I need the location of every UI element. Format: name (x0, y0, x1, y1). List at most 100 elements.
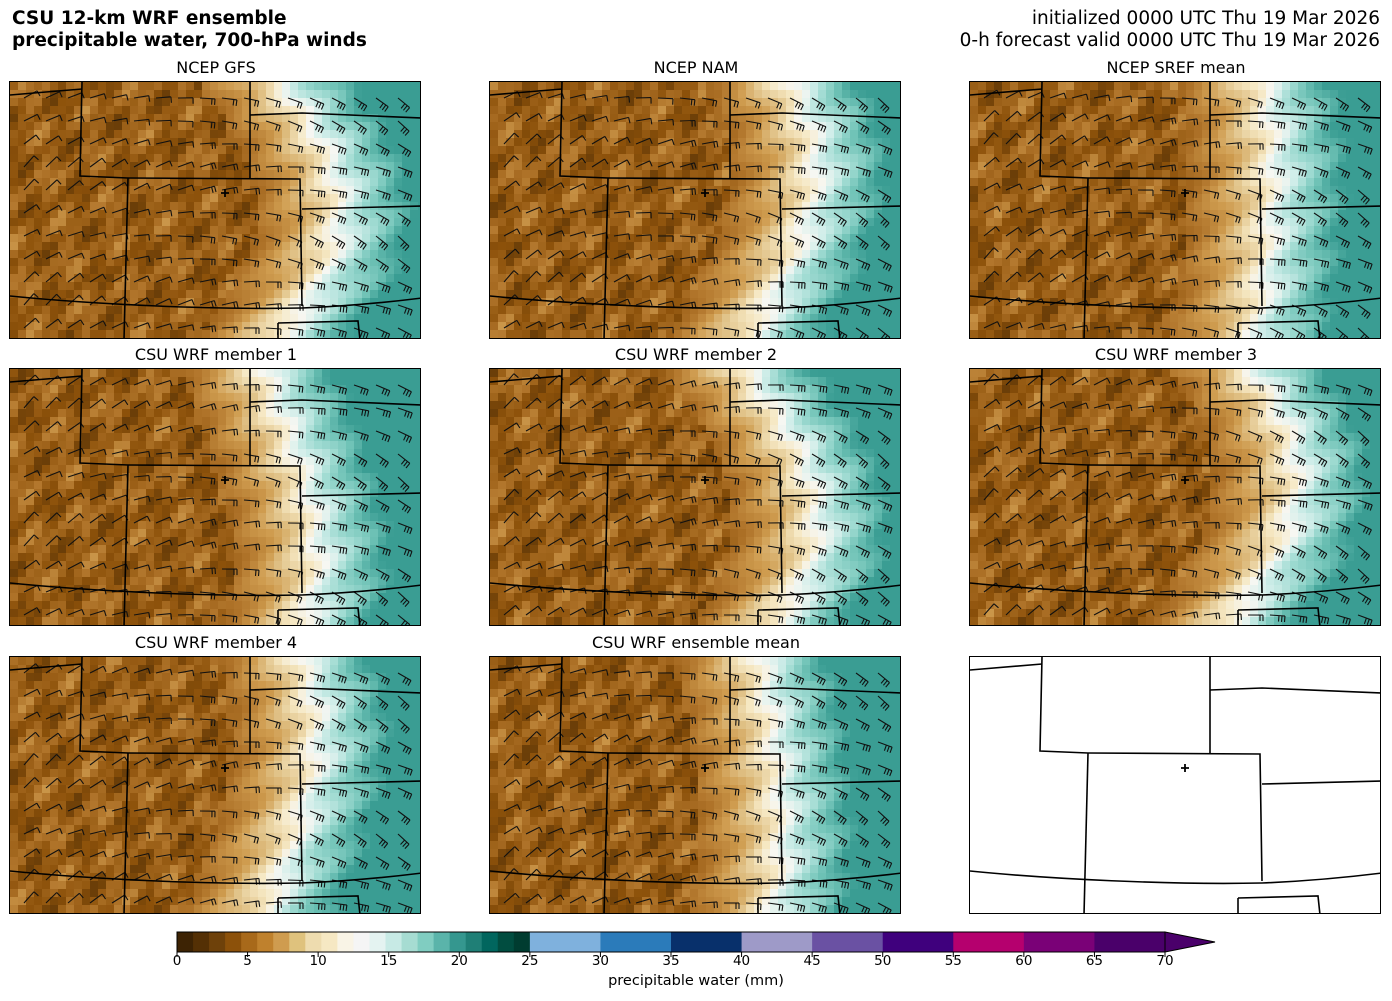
colorbar-graphic (176, 931, 1216, 957)
map-panel-ncep-sref-mean (969, 81, 1381, 339)
colorbar-tick-label: 10 (309, 953, 327, 969)
colorbar-swatch (1094, 932, 1166, 952)
city-marker-icon (701, 189, 709, 197)
colorbar-swatch (321, 932, 338, 952)
map-panel-ncep-gfs (9, 81, 421, 339)
colorbar-tick-label: 25 (521, 953, 539, 969)
wind-barbs (23, 663, 413, 913)
wind-barbs (23, 90, 413, 338)
panel-title-ncep-gfs: NCEP GFS (176, 58, 256, 77)
colorbar-tick-label: 15 (380, 953, 398, 969)
colorbar-swatch (481, 932, 499, 952)
map-basemap (970, 657, 1380, 913)
colorbar-swatch (209, 932, 226, 952)
colorbar-swatch (225, 932, 242, 952)
colorbar-extend-arrow (1164, 931, 1216, 953)
colorbar-swatch (177, 932, 194, 952)
colorbar-tick-label: 45 (803, 953, 821, 969)
colorbar-tick-label: 20 (450, 953, 468, 969)
city-marker-icon (221, 189, 229, 197)
map-panel-csu-wrf-member-1 (9, 368, 421, 626)
map-csu-wrf-member-2 (490, 369, 900, 625)
city-marker-icon (221, 476, 229, 484)
city-marker-icon (701, 764, 709, 772)
city-marker-icon (1181, 764, 1189, 772)
colorbar-tick-label: 0 (172, 953, 182, 969)
map-panel-csu-wrf-member-2 (489, 368, 901, 626)
colorbar-tick-label: 5 (243, 953, 252, 969)
state-borders (10, 657, 420, 913)
city-marker-icon (221, 764, 229, 772)
map-csu-wrf-ensemble-mean (490, 657, 900, 913)
state-borders (10, 369, 420, 625)
map-panel-csu-wrf-member-3 (969, 368, 1381, 626)
colorbar-tick-label: 60 (1015, 953, 1033, 969)
panel-title-csu-wrf-member-1: CSU WRF member 1 (134, 345, 298, 364)
forecast-time-info: initialized 0000 UTC Thu 19 Mar 2026 0-h… (960, 8, 1380, 52)
valid-time-text: 0-h forecast valid 0000 UTC Thu 19 Mar 2… (959, 30, 1380, 51)
map-csu-wrf-member-3 (970, 369, 1380, 625)
colorbar-swatch (529, 932, 601, 952)
init-time-text: initialized 0000 UTC Thu 19 Mar 2026 (1031, 8, 1380, 29)
colorbar-tick-label: 30 (591, 953, 610, 969)
colorbar-swatch (305, 932, 322, 952)
colorbar-tick-label: 50 (874, 953, 892, 969)
colorbar-tick-label: 55 (944, 953, 962, 969)
colorbar-tick-label: 70 (1156, 953, 1174, 969)
panel-title-csu-wrf-member-2: CSU WRF member 2 (614, 345, 778, 364)
colorbar-swatch (812, 932, 884, 952)
panel-title-csu-wrf-member-4: CSU WRF member 4 (134, 633, 298, 652)
colorbar-swatch (513, 932, 531, 952)
map-panel-csu-wrf-member-4 (9, 656, 421, 914)
state-borders (490, 369, 900, 625)
city-marker-icon (1181, 476, 1189, 484)
map-ncep-nam (490, 82, 900, 338)
colorbar-swatch (1023, 932, 1095, 952)
colorbar-swatch (600, 932, 672, 952)
panel-title-ncep-nam: NCEP NAM (653, 58, 739, 77)
colorbar-swatch (433, 932, 451, 952)
city-marker-icon (1181, 189, 1189, 197)
colorbar-swatch (671, 932, 743, 952)
state-borders (490, 657, 900, 913)
map-csu-wrf-member-4 (10, 657, 420, 913)
wind-barbs (503, 373, 893, 625)
colorbar-tick-label: 40 (732, 953, 751, 969)
colorbar-swatch (465, 932, 483, 952)
state-borders (970, 82, 1380, 338)
map-panel-csu-wrf-ensemble-mean (489, 656, 901, 914)
colorbar-swatch (953, 932, 1025, 952)
wind-barbs (503, 91, 893, 338)
colorbar-swatch (497, 932, 515, 952)
panel-title-csu-wrf-ensemble-mean: CSU WRF ensemble mean (591, 633, 800, 652)
panel-title-ncep-sref-mean: NCEP SREF mean (1106, 58, 1246, 77)
colorbar-swatch (193, 932, 210, 952)
colorbar-swatch (273, 932, 290, 952)
state-borders (970, 369, 1380, 625)
colorbar-label: precipitable water (mm) (608, 973, 784, 989)
chart-title: CSU 12-km WRF ensemble precipitable wate… (12, 8, 367, 52)
map-ncep-gfs (10, 82, 420, 338)
colorbar-swatch (353, 932, 370, 952)
colorbar-swatch (882, 932, 954, 952)
colorbar-swatch (289, 932, 306, 952)
city-marker-icon (701, 476, 709, 484)
state-borders (490, 82, 900, 338)
title-line-2: precipitable water, 700-hPa winds (12, 30, 367, 51)
colorbar-swatch (337, 932, 354, 952)
colorbar-swatch (385, 932, 403, 952)
colorbar-tick-label: 65 (1085, 953, 1104, 969)
map-csu-wrf-member-1 (10, 369, 420, 625)
colorbar-swatch (241, 932, 258, 952)
map-panel-ncep-nam (489, 81, 901, 339)
state-borders (10, 82, 420, 338)
title-line-1: CSU 12-km WRF ensemble (12, 8, 287, 29)
state-borders (970, 657, 1380, 913)
colorbar-swatch (401, 932, 419, 952)
map-ncep-sref-mean (970, 82, 1380, 338)
colorbar-swatch (417, 932, 435, 952)
colorbar-swatch (741, 932, 813, 952)
panel-title-csu-wrf-member-3: CSU WRF member 3 (1094, 345, 1258, 364)
colorbar-swatch (257, 932, 274, 952)
wind-barbs (23, 374, 413, 625)
